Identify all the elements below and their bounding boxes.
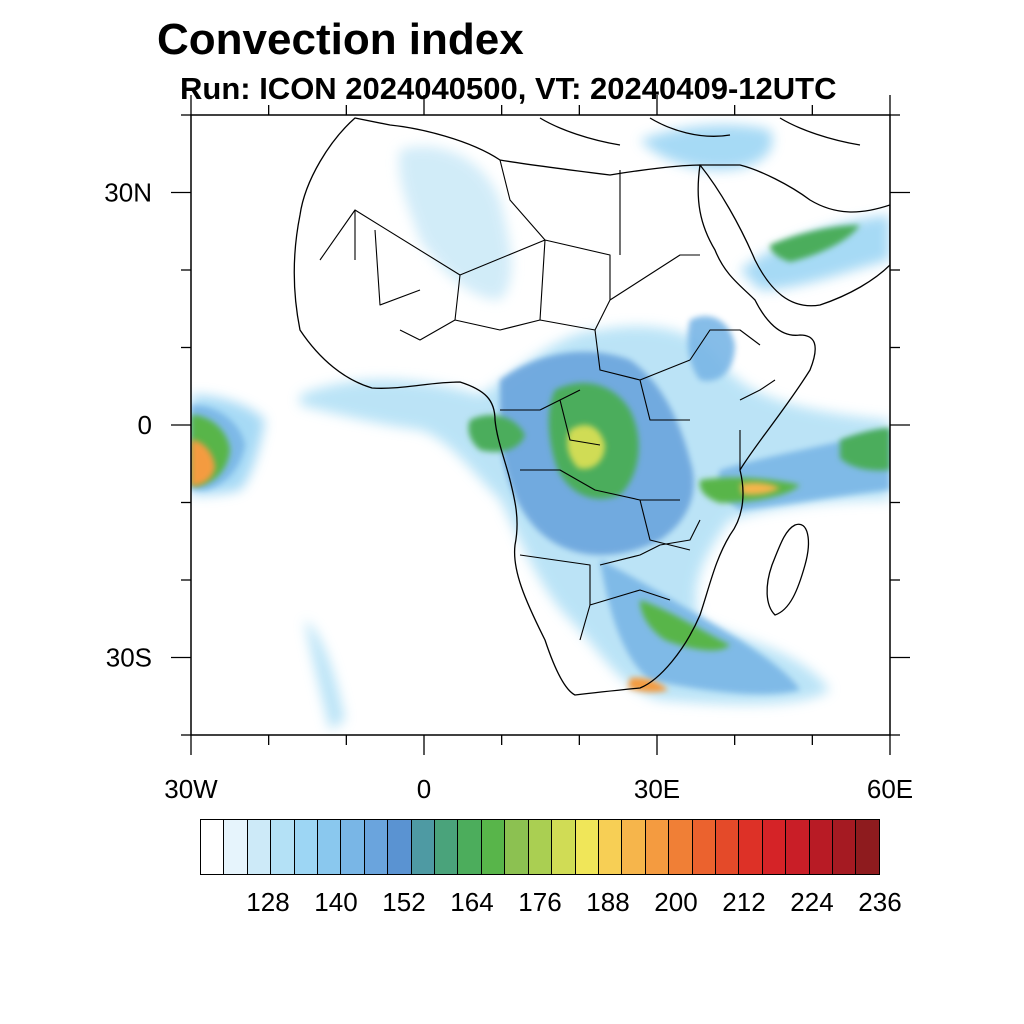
colorbar-label: 176 (518, 887, 562, 917)
colorbar-swatch (364, 819, 389, 875)
colorbar-label: 164 (450, 887, 494, 917)
colorbar (200, 819, 880, 875)
field-north-light (399, 146, 512, 300)
colorbar-swatch (388, 819, 412, 875)
colorbar-label: 236 (858, 887, 902, 917)
field-arabia-green (770, 225, 860, 262)
colorbar-label: 200 (654, 887, 698, 917)
field-southatl-light (305, 620, 345, 730)
field-ethiopia-blue (687, 316, 735, 381)
colorbar-swatch (692, 819, 716, 875)
lat-tick-label: 30N (104, 178, 152, 208)
colorbar-label: 188 (586, 887, 630, 917)
colorbar-label: 212 (722, 887, 766, 917)
colorbar-swatch (786, 819, 810, 875)
lon-tick-label: 0 (417, 774, 431, 804)
colorbar-swatch (669, 819, 693, 875)
field-tanzania-orange (740, 482, 780, 495)
colorbar-swatch (856, 819, 880, 875)
africa-coastline (293, 117, 816, 696)
field-congo-yellow (567, 425, 605, 469)
colorbar-label: 128 (246, 887, 290, 917)
colorbar-swatch (762, 819, 787, 875)
colorbar-swatch (552, 819, 576, 875)
colorbar-swatch (622, 819, 646, 875)
colorbar-swatch (341, 819, 365, 875)
colorbar-swatch (809, 819, 833, 875)
colorbar-swatch (481, 819, 506, 875)
colorbar-swatch (411, 819, 436, 875)
colorbar-swatch (271, 819, 295, 875)
colorbar-swatch (528, 819, 553, 875)
colorbar-swatch (435, 819, 459, 875)
field-med-light (640, 124, 773, 170)
axis-ticks (171, 95, 910, 755)
lon-tick-label: 30E (634, 774, 680, 804)
colorbar-swatch (200, 819, 225, 875)
lat-tick-label: 30S (106, 643, 152, 673)
convection-field (191, 124, 890, 730)
axis-tick-labels: 30W 0 30E 60E 30N 0 30S (104, 178, 913, 805)
colorbar-swatch (832, 819, 857, 875)
arabia-coastline (699, 164, 890, 307)
lon-tick-label: 30W (164, 774, 218, 804)
colorbar-label: 224 (790, 887, 834, 917)
colorbar-swatch (598, 819, 623, 875)
field-mozambique-green (840, 428, 890, 471)
country-borders (319, 159, 776, 641)
colorbar-label: 152 (382, 887, 426, 917)
field-south-green (640, 600, 730, 651)
europe-coastline (539, 117, 861, 146)
madagascar-coastline (766, 523, 809, 616)
colorbar-swatch (458, 819, 482, 875)
colorbar-swatch (318, 819, 342, 875)
colorbar-swatch (294, 819, 319, 875)
colorbar-swatch (247, 819, 272, 875)
colorbar-swatch (645, 819, 670, 875)
colorbar-swatch (505, 819, 529, 875)
field-atlantic-orange (191, 440, 215, 486)
chart-title: Convection index (157, 15, 524, 64)
colorbar-swatch (575, 819, 599, 875)
colorbar-swatch (715, 819, 740, 875)
colorbar-swatch (224, 819, 248, 875)
lon-tick-label: 60E (867, 774, 913, 804)
coastlines-and-borders (293, 117, 890, 696)
colorbar-swatch (739, 819, 763, 875)
colorbar-label: 140 (314, 887, 358, 917)
lat-tick-label: 0 (138, 410, 152, 440)
chart-subtitle: Run: ICON 2024040500, VT: 20240409-12UTC (180, 71, 837, 106)
